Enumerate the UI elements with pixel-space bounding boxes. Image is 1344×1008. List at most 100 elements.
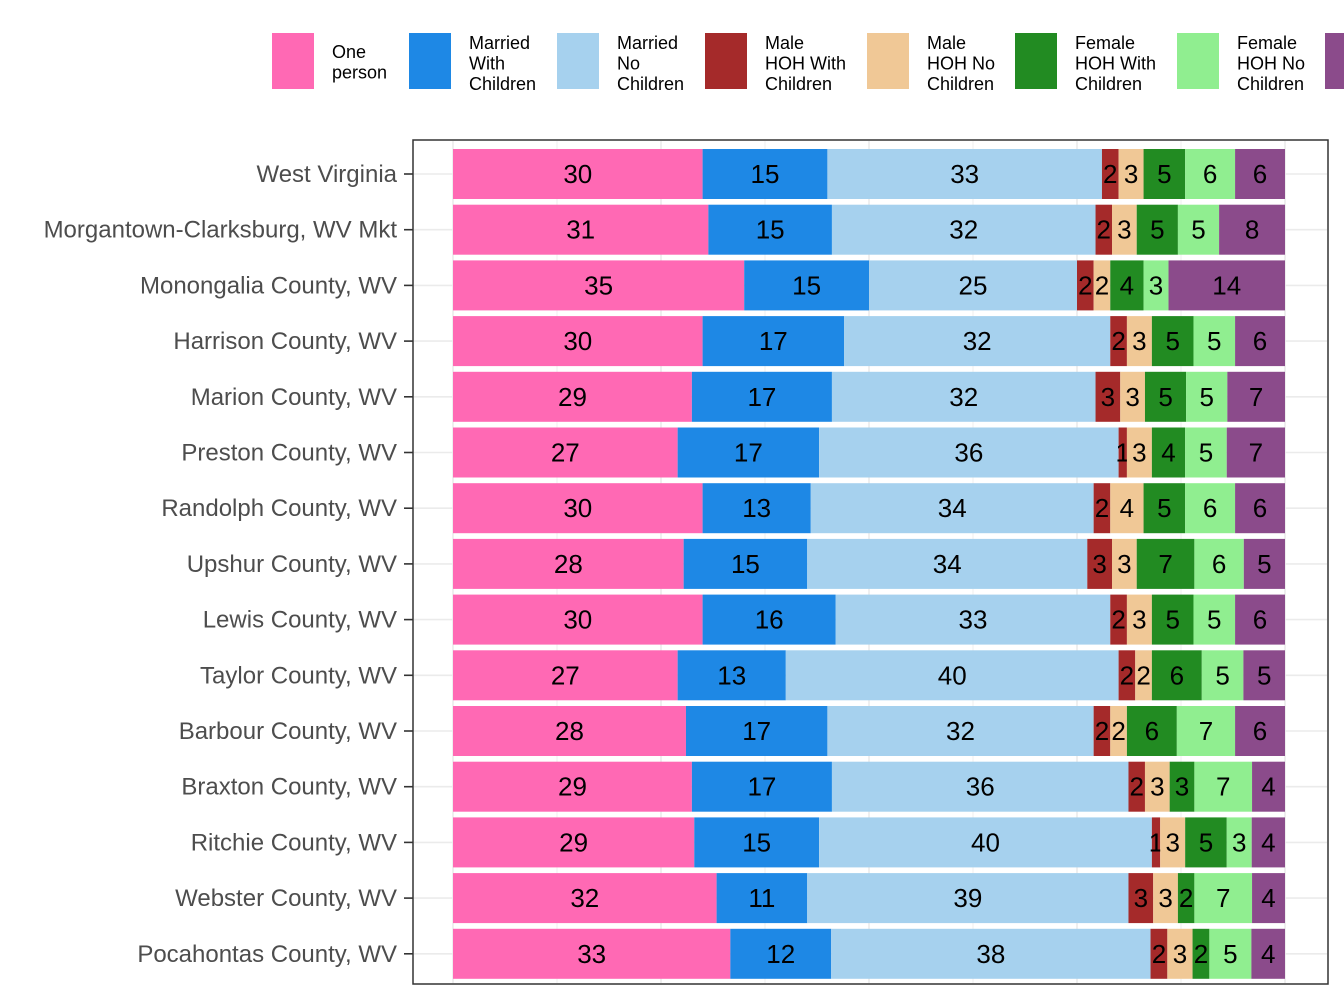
data-label: 32	[949, 382, 978, 412]
bar-segment-male-hoh-with-children	[1077, 260, 1094, 311]
bar-segment-male-hoh-with-children	[1150, 928, 1168, 979]
data-label: 33	[577, 939, 606, 969]
data-label: 4	[1120, 493, 1134, 523]
data-label: 28	[555, 716, 584, 746]
y-tick-label: Preston County, WV	[181, 440, 397, 467]
data-label: 3	[1232, 827, 1246, 857]
bar-segment-other	[1252, 873, 1285, 924]
bar-segment-female-hoh-no-children	[1209, 928, 1252, 979]
bar-segment-female-hoh-with-children	[1143, 149, 1186, 199]
data-label: 5	[1165, 605, 1179, 635]
bar-segment-married-no-children	[869, 260, 1077, 311]
data-label: 4	[1161, 438, 1175, 468]
data-label: 28	[554, 549, 583, 579]
legend-label: Male	[927, 33, 966, 53]
bar-segment-married-no-children	[835, 594, 1111, 645]
bar-segment-male-hoh-no-children	[1126, 316, 1152, 367]
data-label: 2	[1194, 939, 1208, 969]
data-label: 3	[1117, 215, 1131, 245]
data-label: 3	[1132, 438, 1146, 468]
bar-segment-female-hoh-with-children	[1143, 483, 1186, 534]
bar-segment-married-with-children	[744, 260, 869, 311]
data-label: 6	[1203, 159, 1217, 189]
legend-label: Male	[765, 33, 804, 53]
y-tick-label: Webster County, WV	[175, 885, 397, 912]
data-label: 2	[1129, 772, 1143, 802]
bar-segment-female-hoh-with-children	[1126, 706, 1177, 756]
bar-segment-female-hoh-no-children	[1201, 650, 1244, 701]
data-label: 30	[563, 159, 592, 189]
bar-segment-male-hoh-no-children	[1144, 761, 1170, 812]
bar-segment-other	[1235, 149, 1285, 199]
bar-segment-married-with-children	[716, 873, 808, 924]
bar-segment-female-hoh-no-children	[1194, 538, 1244, 589]
bar-segment-male-hoh-no-children	[1153, 873, 1178, 924]
data-label: 2	[1097, 215, 1111, 245]
bar-segment-other	[1226, 427, 1285, 478]
legend-label: HOH With	[765, 54, 846, 74]
bar-segment-married-with-children	[677, 650, 786, 701]
data-label: 5	[1158, 382, 1172, 412]
data-label: 5	[1257, 660, 1271, 690]
bar-segment-one-person	[453, 817, 695, 868]
legend-key-other	[1325, 33, 1344, 89]
bar-segment-male-hoh-with-children	[1095, 204, 1113, 255]
data-label: 39	[953, 883, 982, 913]
data-label: 33	[959, 605, 988, 635]
data-label: 3	[1132, 605, 1146, 635]
bar-segment-male-hoh-with-children	[1101, 149, 1119, 199]
bar-segment-female-hoh-with-children	[1169, 761, 1195, 812]
data-label: 12	[766, 939, 795, 969]
bar-segment-married-with-children	[702, 316, 845, 367]
data-label: 3	[1175, 772, 1189, 802]
data-label: 27	[551, 660, 580, 690]
data-label: 5	[1199, 827, 1213, 857]
data-label: 11	[748, 883, 775, 913]
data-label: 5	[1207, 326, 1221, 356]
data-label: 2	[1111, 326, 1125, 356]
bar-segment-male-hoh-no-children	[1120, 371, 1145, 422]
legend-label: Female	[1237, 33, 1297, 53]
bar-segment-male-hoh-with-children	[1087, 538, 1113, 589]
data-label: 3	[1132, 326, 1146, 356]
bar-segment-male-hoh-no-children	[1126, 427, 1152, 478]
data-label: 36	[966, 772, 995, 802]
legend-key-married-with-children	[409, 33, 451, 89]
bar-segment-one-person	[453, 928, 731, 979]
data-label: 5	[1165, 326, 1179, 356]
bar-segment-married-no-children	[827, 149, 1102, 199]
y-tick-label: Harrison County, WV	[173, 328, 397, 355]
data-label: 5	[1207, 605, 1221, 635]
legend-key-male-hoh-with-children	[705, 33, 747, 89]
bar-segment-married-with-children	[694, 817, 820, 868]
bar-segment-one-person	[453, 371, 692, 422]
data-label: 25	[959, 270, 988, 300]
data-label: 6	[1253, 326, 1267, 356]
bar-segment-female-hoh-no-children	[1194, 761, 1253, 812]
data-label: 1	[1149, 827, 1163, 857]
bar-segment-married-no-children	[831, 761, 1129, 812]
data-label: 8	[1245, 215, 1259, 245]
bar-segment-married-no-children	[831, 204, 1096, 255]
y-tick-label: Taylor County, WV	[200, 662, 397, 689]
data-label: 2	[1078, 270, 1092, 300]
bar-segment-male-hoh-no-children	[1167, 928, 1193, 979]
data-label: 7	[1158, 549, 1172, 579]
bar-segment-female-hoh-no-children	[1186, 371, 1228, 422]
bar-segment-one-person	[453, 706, 686, 756]
data-label: 32	[949, 215, 978, 245]
bar-segment-married-no-children	[819, 427, 1119, 478]
bar-segment-married-with-children	[691, 371, 832, 422]
bar-segment-male-hoh-with-children	[1095, 371, 1121, 422]
data-label: 6	[1253, 159, 1267, 189]
data-label: 34	[938, 493, 967, 523]
y-tick-label: Marion County, WV	[191, 384, 397, 411]
data-label: 6	[1212, 549, 1226, 579]
data-label: 7	[1249, 382, 1263, 412]
data-label: 5	[1199, 438, 1213, 468]
data-label: 5	[1150, 215, 1164, 245]
data-label: 2	[1179, 883, 1193, 913]
bar-segment-male-hoh-no-children	[1110, 706, 1127, 756]
data-label: 13	[742, 493, 771, 523]
bar-segment-married-no-children	[831, 928, 1151, 979]
